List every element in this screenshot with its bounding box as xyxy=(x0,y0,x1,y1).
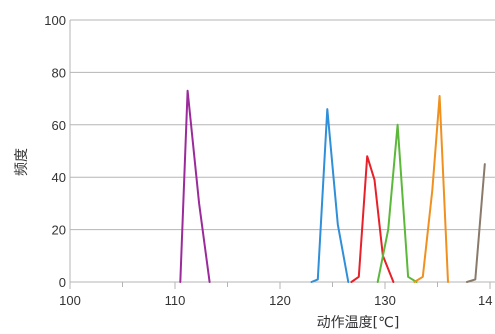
y-axis-tick-labels: 0 20 40 60 80 100 xyxy=(44,13,66,290)
x-tick-label-100: 100 xyxy=(59,293,81,308)
series-line-1 xyxy=(179,89,211,283)
y-tick-label-80: 80 xyxy=(52,65,66,80)
series-line-3 xyxy=(350,155,395,283)
series-line-4 xyxy=(376,123,418,283)
x-axis-title: 动作温度[℃] xyxy=(317,315,400,331)
y-tick-label-100: 100 xyxy=(44,13,66,28)
x-axis-ticks xyxy=(69,282,491,289)
series-group xyxy=(179,89,486,283)
series-line-6 xyxy=(465,163,486,283)
series-line-5 xyxy=(413,95,449,283)
x-tick-label-120: 120 xyxy=(269,293,291,308)
y-tick-label-0: 0 xyxy=(59,275,66,290)
series-line-2 xyxy=(310,108,350,283)
y-tick-label-60: 60 xyxy=(52,118,66,133)
y-tick-label-40: 40 xyxy=(52,170,66,185)
y-tick-label-20: 20 xyxy=(52,223,66,238)
y-axis-title: 频度 xyxy=(14,148,30,176)
x-tick-label-14: 14 xyxy=(478,293,492,308)
grid xyxy=(69,19,495,283)
x-tick-label-130: 130 xyxy=(374,293,396,308)
x-tick-label-110: 110 xyxy=(165,293,186,308)
x-axis-tick-labels: 100 110 120 130 14 xyxy=(59,293,492,308)
